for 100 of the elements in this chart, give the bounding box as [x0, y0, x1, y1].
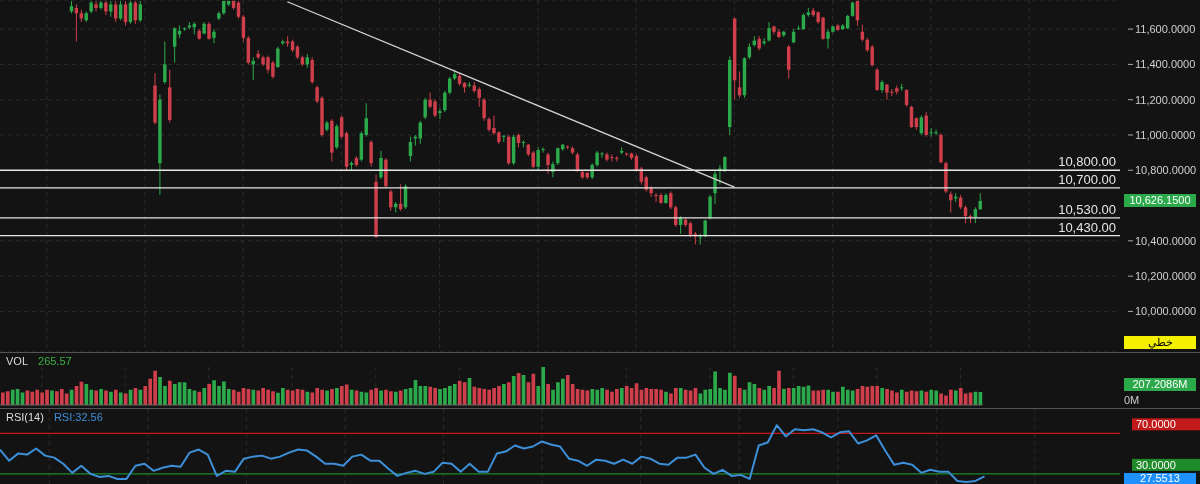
- bar: [369, 389, 374, 405]
- bar: [836, 391, 840, 405]
- bar: [290, 390, 295, 405]
- bar: [590, 389, 595, 405]
- bar: [109, 391, 113, 405]
- bar: [477, 387, 482, 405]
- candlestick: [339, 115, 344, 140]
- bar: [703, 389, 708, 405]
- bar: [99, 389, 103, 405]
- y-tick-label: 70.0000: [1136, 418, 1176, 431]
- bar: [10, 389, 15, 405]
- candlestick: [310, 56, 314, 85]
- annotation: 265.57: [38, 355, 72, 367]
- candlestick: [379, 150, 383, 180]
- bar: [168, 380, 172, 405]
- bar: [207, 384, 211, 405]
- bar: [678, 387, 683, 405]
- candlestick: [762, 37, 766, 46]
- candlestick: [949, 190, 953, 214]
- candlestick: [94, 0, 98, 12]
- candlestick: [708, 194, 712, 221]
- bar: [428, 386, 433, 405]
- candlestick: [477, 86, 481, 108]
- bar: [929, 389, 934, 405]
- candlestick: [389, 189, 393, 212]
- candlestick: [443, 90, 447, 113]
- bar: [782, 388, 786, 405]
- candlestick: [118, 0, 123, 21]
- candlestick: [541, 146, 545, 154]
- bar: [335, 387, 339, 405]
- candlestick: [212, 28, 216, 44]
- text: 207.2086M: [1124, 378, 1196, 391]
- chart-title: RSI(14): [6, 411, 44, 423]
- y-tick-label: 10,800.0000: [1135, 164, 1197, 177]
- text: 27.5513: [1124, 472, 1196, 484]
- bar: [904, 391, 909, 405]
- candlestick: [870, 44, 874, 67]
- candlestick: [551, 160, 555, 178]
- bar: [762, 389, 767, 405]
- y-tick-label: 11,600.0000: [1135, 23, 1196, 36]
- bar: [113, 389, 118, 405]
- y-tick-label: 11,200.0000: [1135, 93, 1196, 106]
- bar: [64, 393, 69, 405]
- y-tick-label: 11,400.0000: [1135, 58, 1196, 71]
- bar: [502, 384, 506, 405]
- candlestick: [546, 152, 550, 175]
- candlestick: [536, 146, 540, 171]
- text: 0M: [1124, 394, 1141, 407]
- candlestick: [438, 108, 442, 120]
- bar: [624, 386, 629, 405]
- y-tick-label: 10,000.0000: [1135, 305, 1197, 318]
- ref-line-label: 10,800.00: [1058, 154, 1116, 170]
- bar: [256, 390, 261, 405]
- bar: [177, 382, 182, 405]
- candlestick: [113, 0, 118, 23]
- bar: [816, 390, 821, 405]
- bar: [231, 389, 236, 405]
- bar: [870, 386, 875, 405]
- bar: [664, 391, 668, 405]
- bar: [423, 386, 428, 405]
- chart-title: VOL: [6, 355, 29, 367]
- bar: [197, 391, 202, 405]
- bar: [398, 390, 403, 405]
- bar: [880, 387, 884, 405]
- bar: [30, 391, 35, 405]
- bar: [379, 390, 383, 405]
- bar: [958, 387, 963, 405]
- bar: [118, 392, 123, 405]
- candlestick: [482, 97, 486, 122]
- candlestick: [423, 97, 427, 120]
- bar: [757, 387, 762, 405]
- candlestick: [276, 46, 280, 69]
- bar: [673, 387, 678, 405]
- bar: [5, 391, 10, 405]
- bar: [546, 384, 550, 405]
- ref-line-label: 10,700.00: [1058, 171, 1116, 187]
- bar: [325, 390, 329, 405]
- bar: [344, 384, 349, 405]
- bar: [506, 382, 511, 405]
- bar: [393, 391, 398, 405]
- candlestick: [163, 40, 167, 85]
- bar: [94, 390, 99, 405]
- bar: [511, 376, 516, 405]
- candlestick: [369, 139, 373, 168]
- candlestick: [875, 67, 879, 92]
- text: 10,626.1500: [1124, 194, 1196, 207]
- bar: [452, 384, 457, 405]
- bar: [619, 387, 624, 405]
- bar: [649, 389, 654, 405]
- ref-line-label: 10,530.00: [1058, 201, 1116, 217]
- y-tick-label: 30.0000: [1136, 458, 1176, 471]
- candlestick: [826, 28, 830, 50]
- ref-line-label: 10,430.00: [1058, 219, 1116, 235]
- annotation: RSI:32.56: [53, 411, 103, 423]
- bar: [953, 390, 958, 405]
- bar: [457, 380, 462, 405]
- y-tick-label: 10,200.0000: [1135, 270, 1197, 283]
- bar: [310, 392, 315, 405]
- bar: [104, 390, 108, 405]
- y-tick-label: 11,000.0000: [1135, 128, 1196, 141]
